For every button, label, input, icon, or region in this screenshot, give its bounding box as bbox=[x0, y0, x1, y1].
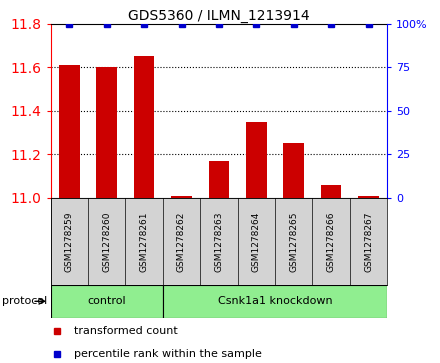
Bar bbox=[134, 56, 154, 198]
Text: protocol: protocol bbox=[2, 296, 48, 306]
Bar bbox=[96, 67, 117, 198]
Bar bbox=[51, 285, 163, 318]
Bar bbox=[171, 196, 192, 198]
Text: GSM1278267: GSM1278267 bbox=[364, 211, 373, 272]
Text: GSM1278260: GSM1278260 bbox=[102, 211, 111, 272]
Bar bbox=[246, 122, 267, 198]
Bar bbox=[163, 285, 387, 318]
Text: GSM1278263: GSM1278263 bbox=[214, 211, 224, 272]
Text: transformed count: transformed count bbox=[74, 326, 178, 336]
Text: control: control bbox=[88, 296, 126, 306]
Bar bbox=[321, 185, 341, 198]
Title: GDS5360 / ILMN_1213914: GDS5360 / ILMN_1213914 bbox=[128, 9, 310, 23]
Bar bbox=[283, 143, 304, 198]
Text: percentile rank within the sample: percentile rank within the sample bbox=[74, 349, 262, 359]
Bar bbox=[209, 161, 229, 198]
Text: GSM1278259: GSM1278259 bbox=[65, 211, 74, 272]
Text: GSM1278261: GSM1278261 bbox=[139, 211, 149, 272]
Bar bbox=[358, 196, 379, 198]
Text: GSM1278262: GSM1278262 bbox=[177, 211, 186, 272]
Text: Csnk1a1 knockdown: Csnk1a1 knockdown bbox=[218, 296, 332, 306]
Text: GSM1278265: GSM1278265 bbox=[289, 211, 298, 272]
Bar bbox=[59, 65, 80, 198]
Text: GSM1278266: GSM1278266 bbox=[326, 211, 336, 272]
Text: GSM1278264: GSM1278264 bbox=[252, 211, 261, 272]
